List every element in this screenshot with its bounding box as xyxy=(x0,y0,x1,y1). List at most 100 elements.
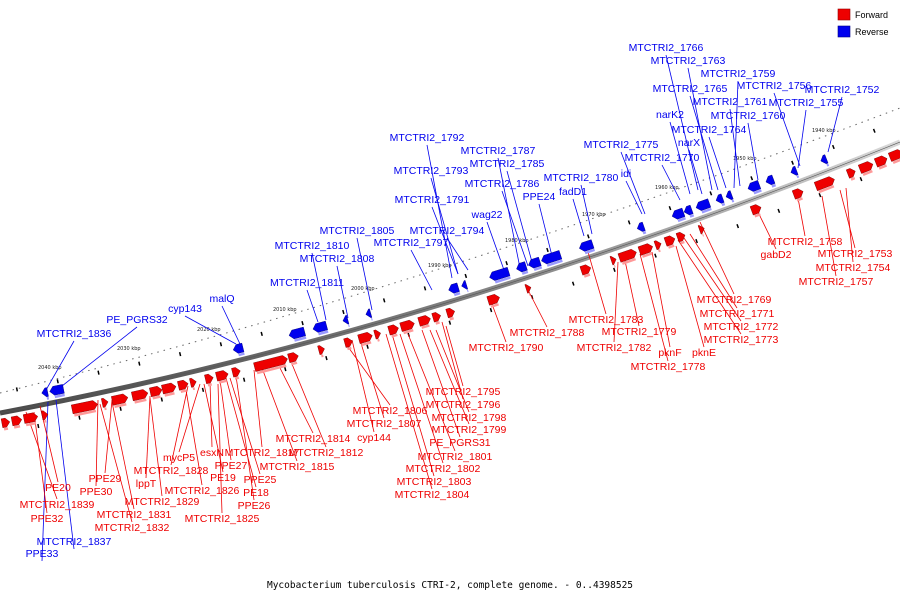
forward-gene xyxy=(579,264,592,278)
leader-line xyxy=(25,411,58,500)
feature-shadow xyxy=(658,249,661,253)
feature-shadow xyxy=(613,264,616,268)
tick-label: 2020 kbp xyxy=(197,327,221,333)
gene-label: MTCTRI2_1753 xyxy=(818,248,893,260)
feature-shape xyxy=(215,370,229,382)
leader-line xyxy=(431,206,459,275)
leader-lines xyxy=(25,54,856,562)
gene-label: wag22 xyxy=(471,209,503,221)
forward-gene xyxy=(486,294,500,308)
feature-shape xyxy=(70,400,98,415)
feature-shape xyxy=(820,154,829,164)
leader-line xyxy=(345,343,391,406)
tick-mark xyxy=(242,377,246,382)
forward-gene xyxy=(445,307,455,321)
leader-line xyxy=(446,237,469,271)
feature-shadow xyxy=(494,276,511,284)
feature-shadow xyxy=(348,324,350,328)
reverse-gene xyxy=(765,174,777,188)
leader-line xyxy=(359,339,385,419)
feature-shadow xyxy=(256,364,287,375)
reverse-gene xyxy=(489,266,511,284)
feature-shape xyxy=(675,231,686,243)
gene-label: MTCTRI2_1802 xyxy=(406,463,481,475)
gene-label: PE_PGRS32 xyxy=(106,314,167,326)
feature-shadow xyxy=(466,289,469,293)
forward-gene xyxy=(813,176,835,194)
leader-line xyxy=(178,383,201,453)
leader-line xyxy=(430,177,459,275)
leader-line xyxy=(184,315,237,345)
feature-shadow xyxy=(54,393,65,399)
gene-label: PE_PGRS31 xyxy=(429,437,490,449)
backbone-tick xyxy=(97,370,122,411)
leader-line xyxy=(613,261,619,343)
tick-label: 2040 kbp xyxy=(38,365,62,371)
feature-shadow xyxy=(818,185,835,194)
feature-shape xyxy=(0,417,11,428)
reverse-gene xyxy=(342,314,350,328)
gene-label: MTCTRI2_1780 xyxy=(544,172,619,184)
leader-line xyxy=(399,333,444,464)
feature-shape xyxy=(697,225,705,235)
gene-label: MTCTRI2_1796 xyxy=(426,399,501,411)
backbone-tick xyxy=(872,128,876,133)
gene-label: MTCTRI2_1831 xyxy=(97,509,172,521)
leader-line xyxy=(620,151,646,215)
leader-line xyxy=(291,363,327,448)
backbone-tick xyxy=(791,160,822,198)
gene-label: MTCTRI2_1839 xyxy=(20,499,95,511)
feature-shape xyxy=(683,204,694,216)
leader-line xyxy=(688,149,703,195)
leader-line xyxy=(410,249,433,291)
feature-shape xyxy=(790,165,799,176)
gene-label: PPE27 xyxy=(215,460,248,472)
gene-label: MTCTRI2_1799 xyxy=(432,424,507,436)
tick-mark xyxy=(505,261,508,266)
tick-mark xyxy=(586,234,590,239)
forward-gene xyxy=(417,315,431,329)
feature-shape xyxy=(813,176,835,192)
feature-shape xyxy=(101,398,109,408)
gene-label: MTCTRI2_1790 xyxy=(469,342,544,354)
leader-line xyxy=(426,144,453,279)
gene-label: MTCTRI2_1773 xyxy=(704,334,779,346)
tick-mark xyxy=(301,321,304,326)
leader-line xyxy=(356,237,373,311)
forward-gene xyxy=(101,398,109,411)
leader-line xyxy=(336,265,349,319)
backbone-tick xyxy=(178,352,205,392)
feature-shadow xyxy=(796,197,803,202)
feature-shadow xyxy=(361,341,372,347)
gene-label: MTCTRI2_1779 xyxy=(602,326,677,338)
legend-reverse-swatch xyxy=(837,25,851,38)
leader-line xyxy=(625,180,643,215)
backbone-tick xyxy=(546,247,575,286)
feature-shadow xyxy=(25,421,37,427)
tick-mark xyxy=(97,370,100,375)
feature-shape xyxy=(288,326,306,340)
feature-shape xyxy=(609,255,617,266)
forward-gene xyxy=(177,379,189,393)
feature-shape xyxy=(617,249,637,263)
feature-shadow xyxy=(290,361,298,366)
feature-shadow xyxy=(449,316,454,321)
forward-gene xyxy=(149,386,163,400)
leader-line xyxy=(99,403,133,523)
forward-gene xyxy=(524,284,532,296)
gene-label: MTCTRI2_1786 xyxy=(465,178,540,190)
reverse-gene xyxy=(461,280,469,293)
reverse-gene xyxy=(49,384,65,399)
feature-shape xyxy=(637,243,653,256)
gene-label: PE20 xyxy=(45,482,71,494)
leader-line xyxy=(757,211,777,250)
reverse-gene xyxy=(288,326,307,342)
feature-shape xyxy=(579,264,592,276)
feature-shadow xyxy=(677,217,686,223)
forward-gene xyxy=(231,367,241,380)
reverse-gene xyxy=(312,320,329,336)
forward-gene xyxy=(663,235,676,249)
feature-shadow xyxy=(731,199,735,203)
tick-mark xyxy=(709,191,713,196)
forward-gene xyxy=(161,382,177,397)
